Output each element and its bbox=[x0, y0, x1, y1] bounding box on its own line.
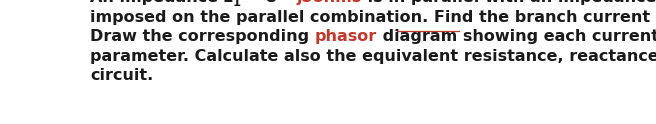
Text: = 8 –: = 8 – bbox=[241, 0, 297, 5]
Text: phasor: phasor bbox=[315, 29, 377, 44]
Text: An impedance z: An impedance z bbox=[90, 0, 233, 5]
Text: Draw the corresponding: Draw the corresponding bbox=[90, 29, 315, 44]
Text: imposed on the parallel combination. Find the branch current I1, I2 and the resu: imposed on the parallel combination. Fin… bbox=[90, 10, 656, 25]
Text: j5ohms: j5ohms bbox=[297, 0, 361, 5]
Text: parameter. Calculate also the equivalent resistance, reactance and impedance of : parameter. Calculate also the equivalent… bbox=[90, 49, 656, 64]
Text: 1: 1 bbox=[233, 0, 241, 8]
Text: diagram showing each current and voltage drop across each: diagram showing each current and voltage… bbox=[377, 29, 656, 44]
Text: is in parallel with an impedance z: is in parallel with an impedance z bbox=[361, 0, 656, 5]
Text: circuit.: circuit. bbox=[90, 68, 154, 83]
